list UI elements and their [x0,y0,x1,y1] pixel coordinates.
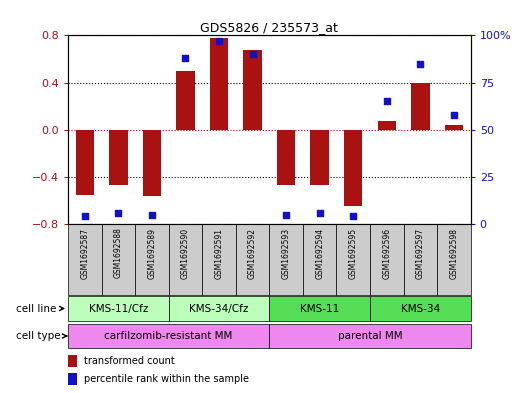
Bar [236,224,269,295]
Text: GSM1692594: GSM1692594 [315,228,324,279]
Text: KMS-11: KMS-11 [300,303,339,314]
Bar [303,224,336,295]
Point [349,213,357,220]
Bar [176,71,195,130]
Text: GSM1692590: GSM1692590 [181,228,190,279]
Bar [378,121,396,130]
Bar [68,296,168,321]
Point [215,38,223,44]
Text: GSM1692587: GSM1692587 [80,228,89,279]
Title: GDS5826 / 235573_at: GDS5826 / 235573_at [200,21,338,34]
Bar [269,224,303,295]
Text: percentile rank within the sample: percentile rank within the sample [84,374,248,384]
Bar [404,224,437,295]
Text: parental MM: parental MM [338,331,402,341]
Text: GSM1692596: GSM1692596 [382,228,391,279]
Point [315,209,324,216]
Point [114,209,122,216]
Bar [311,130,329,185]
Text: cell type: cell type [16,331,66,341]
Bar [336,224,370,295]
Bar [277,130,295,185]
Text: GSM1692597: GSM1692597 [416,228,425,279]
Bar [75,130,94,195]
Bar [101,224,135,295]
Point [147,211,156,218]
Point [248,51,257,57]
Bar [68,355,77,367]
Bar [168,224,202,295]
Text: transformed count: transformed count [84,356,175,366]
Text: KMS-11/Cfz: KMS-11/Cfz [88,303,148,314]
Text: KMS-34: KMS-34 [401,303,440,314]
Text: GSM1692589: GSM1692589 [147,228,156,279]
Bar [202,224,236,295]
Point [416,61,425,67]
Text: cell line: cell line [16,303,64,314]
Point [81,213,89,220]
Bar [143,130,161,196]
Bar [445,125,463,130]
Point [450,112,458,118]
Bar [68,324,269,348]
Text: carfilzomib-resistant MM: carfilzomib-resistant MM [105,331,233,341]
Bar [135,224,168,295]
Bar [68,373,77,385]
Point [383,98,391,105]
Bar [411,83,429,130]
Bar [243,50,262,130]
Bar [370,224,404,295]
Text: GSM1692592: GSM1692592 [248,228,257,279]
Text: GSM1692598: GSM1692598 [449,228,459,279]
Bar [269,324,471,348]
Bar [68,224,101,295]
Text: KMS-34/Cfz: KMS-34/Cfz [189,303,249,314]
Text: GSM1692595: GSM1692595 [349,228,358,279]
Text: GSM1692593: GSM1692593 [281,228,291,279]
Point [181,55,190,61]
Text: GSM1692591: GSM1692591 [214,228,223,279]
Bar [437,224,471,295]
Bar [109,130,128,185]
Text: GSM1692588: GSM1692588 [114,228,123,278]
Bar [210,38,228,130]
Bar [344,130,362,206]
Point [282,211,290,218]
Bar [269,296,370,321]
Bar [168,296,269,321]
Bar [370,296,471,321]
